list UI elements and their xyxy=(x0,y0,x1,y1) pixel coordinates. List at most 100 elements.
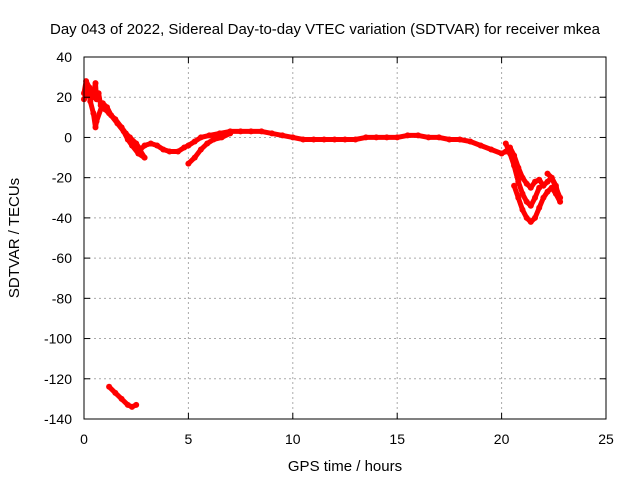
y-tick-label: -120 xyxy=(44,371,72,387)
data-point xyxy=(248,128,254,135)
data-point xyxy=(456,136,463,143)
data-point xyxy=(404,132,411,139)
data-point xyxy=(206,132,213,139)
data-point xyxy=(85,86,92,93)
x-tick-label: 10 xyxy=(285,431,301,447)
data-point xyxy=(258,128,265,135)
data-point xyxy=(197,134,204,141)
y-tick-label: -60 xyxy=(52,250,72,266)
data-point xyxy=(544,170,551,177)
data-point xyxy=(92,80,99,87)
data-point xyxy=(135,144,142,151)
data-point xyxy=(536,184,543,191)
data-point xyxy=(488,146,495,153)
x-axis-label: GPS time / hours xyxy=(288,458,402,475)
data-point xyxy=(118,395,125,402)
data-point xyxy=(289,134,296,141)
data-point xyxy=(166,148,173,155)
data-point xyxy=(519,190,526,197)
data-point xyxy=(511,182,518,189)
data-point xyxy=(112,389,119,396)
data-point xyxy=(227,130,234,137)
data-point xyxy=(519,174,526,181)
y-tick-label: -140 xyxy=(44,411,72,427)
data-point xyxy=(527,218,534,225)
data-point xyxy=(507,150,513,157)
data-point xyxy=(93,96,100,103)
data-point xyxy=(527,184,534,191)
data-point xyxy=(436,134,442,141)
data-point xyxy=(300,136,307,143)
data-point xyxy=(527,202,534,209)
y-tick-label: -80 xyxy=(52,290,72,306)
y-tick-label: -100 xyxy=(44,331,72,347)
y-tick-label: 40 xyxy=(56,49,72,65)
data-point xyxy=(106,383,113,390)
data-point xyxy=(536,176,543,183)
data-point xyxy=(210,136,217,143)
data-point xyxy=(373,134,380,141)
data-point xyxy=(425,134,432,141)
data-point xyxy=(523,198,530,205)
data-point xyxy=(204,140,211,147)
data-point xyxy=(237,128,244,135)
x-tick-label: 5 xyxy=(185,431,193,447)
data-point xyxy=(197,146,204,153)
data-point xyxy=(147,140,154,147)
data-point xyxy=(268,130,275,137)
y-axis-label: SDTVAR / TECUs xyxy=(6,178,23,298)
data-point xyxy=(310,136,317,143)
data-point xyxy=(536,204,543,211)
data-point xyxy=(141,154,148,161)
chart-title: Day 043 of 2022, Sidereal Day-to-day VTE… xyxy=(50,21,601,38)
y-tick-label: 20 xyxy=(56,89,72,105)
data-point xyxy=(321,136,328,143)
data-point xyxy=(185,160,192,167)
data-point xyxy=(548,174,555,181)
data-point xyxy=(519,206,526,213)
data-point xyxy=(331,136,338,143)
x-tick-label: 25 xyxy=(598,431,614,447)
data-point xyxy=(120,128,127,135)
data-point xyxy=(279,132,286,139)
data-point xyxy=(362,134,369,141)
data-point xyxy=(90,110,97,117)
data-point xyxy=(135,150,142,157)
y-tick-label: -40 xyxy=(52,210,72,226)
data-layer xyxy=(81,78,564,410)
data-point xyxy=(394,134,401,141)
data-point xyxy=(532,194,538,201)
data-point xyxy=(523,214,530,221)
data-point xyxy=(502,140,509,147)
plot-frame xyxy=(83,56,607,420)
data-point xyxy=(191,138,198,145)
data-point xyxy=(95,90,102,97)
data-point xyxy=(175,148,181,155)
data-point xyxy=(552,182,559,189)
data-point xyxy=(467,138,474,145)
data-point xyxy=(191,154,198,161)
data-point xyxy=(83,78,90,85)
data-point xyxy=(352,136,359,143)
y-tick-label: 0 xyxy=(64,129,72,145)
data-point xyxy=(93,118,100,125)
data-point xyxy=(477,142,484,149)
data-point xyxy=(114,120,121,127)
data-point xyxy=(92,124,99,131)
data-point xyxy=(154,142,161,149)
data-point xyxy=(99,100,106,107)
tick-layer: 40 20 0 -20 -40 -60 -80 -100 -120 -140 0 5 10 15 20 25 xyxy=(44,49,614,447)
data-point xyxy=(185,142,192,149)
data-point xyxy=(515,194,522,201)
data-point xyxy=(415,132,422,139)
data-point xyxy=(552,190,559,197)
y-tick-label: -20 xyxy=(52,170,72,186)
data-point xyxy=(108,112,115,119)
data-point xyxy=(124,136,131,143)
data-point xyxy=(160,146,167,153)
data-point xyxy=(87,98,94,105)
data-point xyxy=(511,162,518,169)
data-point xyxy=(141,142,148,149)
data-point xyxy=(532,214,538,221)
